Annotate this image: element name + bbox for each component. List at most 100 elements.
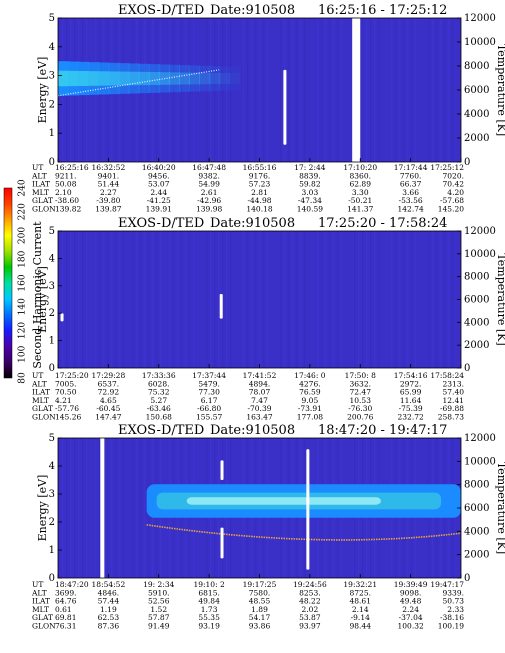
texture-strip bbox=[132, 438, 134, 578]
y2-tick-label: 8000 bbox=[464, 61, 489, 72]
ephem-cell: 57.87 bbox=[148, 613, 170, 622]
texture-strip bbox=[74, 231, 76, 368]
ephem-cell: 16:47:48 bbox=[192, 163, 226, 172]
texture-strip bbox=[374, 231, 376, 368]
ephem-cell: 1.89 bbox=[251, 605, 268, 614]
ephem-cell: 69.81 bbox=[55, 613, 76, 622]
panel-1: EXOS-D/TED Date:910508 16:25:16 - 17:25:12… bbox=[31, 3, 505, 214]
texture-strip bbox=[255, 18, 257, 162]
texture-strip bbox=[267, 18, 269, 162]
y-tick-label: 4 bbox=[49, 461, 55, 472]
ephem-cell: 11.64 bbox=[400, 396, 422, 405]
texture-strip bbox=[173, 18, 175, 162]
ephem-cell: 4.21 bbox=[55, 396, 72, 405]
ephem-cell: 2313. bbox=[443, 379, 464, 388]
ephem-row-label: ALT bbox=[31, 588, 47, 597]
ephem-cell: 7020. bbox=[443, 171, 464, 180]
texture-strip bbox=[193, 18, 195, 162]
texture-strip bbox=[292, 231, 294, 368]
ephem-cell: 50.08 bbox=[55, 180, 77, 189]
y2-tick-label: 4000 bbox=[464, 317, 489, 328]
panel-date: Date:910508 bbox=[210, 423, 295, 438]
ephem-cell: 5910. bbox=[148, 588, 169, 597]
texture-strip bbox=[218, 231, 220, 368]
ephem-cell: 57.44 bbox=[98, 597, 120, 606]
ephem-cell: 70.50 bbox=[55, 388, 77, 397]
texture-strip bbox=[362, 231, 364, 368]
ephem-cell: 49.84 bbox=[198, 597, 220, 606]
texture-strip bbox=[173, 231, 175, 368]
texture-strip bbox=[366, 18, 368, 162]
y-tick-label: 3 bbox=[49, 281, 55, 292]
texture-strip bbox=[415, 231, 417, 368]
y-tick-label: 5 bbox=[49, 13, 55, 24]
texture-strip bbox=[325, 231, 327, 368]
band-segment bbox=[168, 64, 180, 93]
ephem-cell: 6537. bbox=[98, 379, 119, 388]
data-spike bbox=[219, 294, 223, 319]
ephem-cell: 9339. bbox=[443, 588, 464, 597]
y-tick-label: 3 bbox=[49, 71, 55, 82]
y2-tick-label: 4000 bbox=[464, 526, 489, 537]
texture-strip bbox=[123, 231, 125, 368]
texture-strip bbox=[66, 231, 68, 368]
texture-strip bbox=[99, 231, 101, 368]
ephem-cell: -38.16 bbox=[440, 613, 464, 622]
texture-strip bbox=[440, 231, 442, 368]
colorbar-tick: 80 bbox=[18, 372, 28, 384]
band-core bbox=[68, 70, 80, 87]
texture-strip bbox=[403, 18, 405, 162]
y-tick-label: 0 bbox=[49, 363, 55, 374]
ephem-cell: 3699. bbox=[55, 588, 76, 597]
band-segment bbox=[178, 65, 190, 92]
ephem-row-label: UT bbox=[32, 580, 43, 589]
ephem-cell: -69.88 bbox=[440, 404, 464, 413]
texture-strip bbox=[177, 18, 179, 162]
panel-3: EXOS-D/TED Date:910508 18:47:20 - 19:47:17… bbox=[31, 423, 505, 631]
band-core bbox=[128, 71, 140, 86]
y2-tick-label: 8000 bbox=[464, 272, 489, 283]
ephem-cell: 139.82 bbox=[55, 205, 81, 214]
texture-strip bbox=[214, 18, 216, 162]
ephem-cell: 1.73 bbox=[201, 605, 218, 614]
plot-area bbox=[58, 438, 461, 578]
ephem-cell: 1.19 bbox=[100, 605, 117, 614]
y-tick-label: 1 bbox=[49, 336, 55, 347]
texture-strip bbox=[189, 18, 191, 162]
ephem-cell: -60.45 bbox=[96, 404, 120, 413]
ephem-cell: 18:54:52 bbox=[92, 580, 126, 589]
ephem-cell: 50.73 bbox=[443, 597, 465, 606]
ephem-cell: 258.73 bbox=[438, 413, 464, 422]
ephem-cell: 49.48 bbox=[400, 597, 422, 606]
y2-tick-label: 0 bbox=[464, 573, 470, 584]
texture-strip bbox=[119, 231, 121, 368]
texture-strip bbox=[333, 231, 335, 368]
texture-strip bbox=[144, 438, 146, 578]
band-core bbox=[58, 70, 70, 87]
temperature-trace bbox=[146, 524, 461, 541]
texture-strip bbox=[399, 231, 401, 368]
ephem-cell: 17:54:16 bbox=[394, 371, 428, 380]
ephem-cell: 53.07 bbox=[148, 180, 170, 189]
texture-strip bbox=[374, 18, 376, 162]
ephem-cell: 75.32 bbox=[148, 388, 170, 397]
texture-strip bbox=[243, 18, 245, 162]
texture-strip bbox=[267, 231, 269, 368]
ephem-cell: 72.92 bbox=[98, 388, 120, 397]
texture-strip bbox=[247, 18, 249, 162]
y-axis-label: Energy [eV] bbox=[36, 475, 49, 542]
y-tick-label: 0 bbox=[49, 573, 55, 584]
y2-tick-label: 8000 bbox=[464, 480, 489, 491]
ephem-cell: 9098. bbox=[400, 588, 421, 597]
ephem-cell: -50.21 bbox=[348, 196, 372, 205]
data-spike bbox=[60, 313, 64, 322]
texture-strip bbox=[136, 438, 138, 578]
texture-strip bbox=[399, 18, 401, 162]
ephem-cell: 48.22 bbox=[299, 597, 321, 606]
ephem-cell: 57.40 bbox=[443, 388, 465, 397]
data-spike bbox=[283, 69, 287, 145]
texture-strip bbox=[160, 231, 162, 368]
texture-strip bbox=[62, 438, 64, 578]
